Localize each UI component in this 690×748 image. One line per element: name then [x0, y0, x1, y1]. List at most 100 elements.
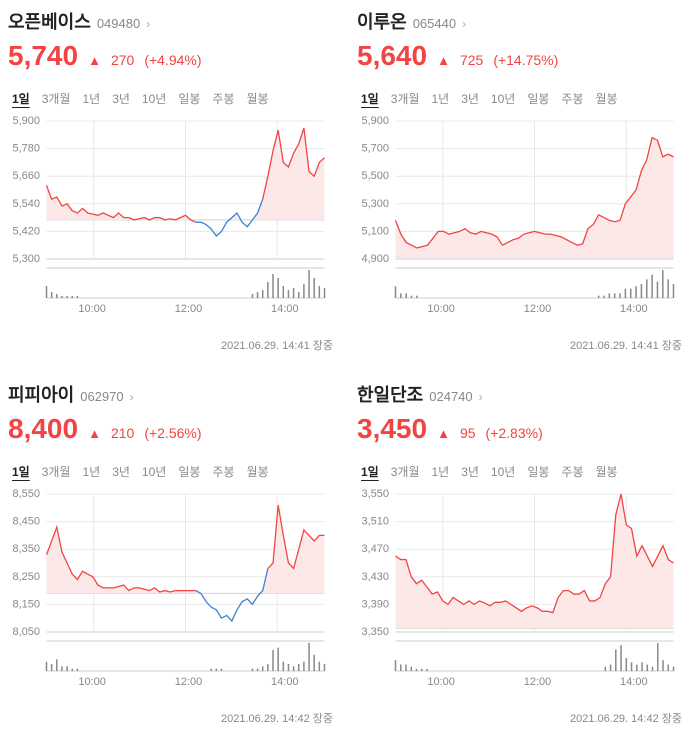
stock-header[interactable]: 이루온 065440 › — [357, 8, 682, 34]
period-tab[interactable]: 1일 — [361, 463, 379, 480]
period-tab[interactable]: 월봉 — [596, 90, 618, 107]
up-arrow-icon: ▲ — [88, 53, 101, 68]
volume-chart — [8, 640, 333, 672]
period-tab[interactable]: 1일 — [12, 463, 30, 480]
period-tab[interactable]: 10년 — [142, 90, 166, 107]
volume-chart — [357, 640, 682, 672]
svg-text:8,450: 8,450 — [13, 516, 41, 528]
chevron-right-icon: › — [479, 390, 483, 404]
price-chart: 5,9005,7805,6605,5405,4205,300 — [8, 115, 333, 265]
period-tabs: 1일 3개월 1년 3년 10년 일봉 주봉 월봉 — [357, 90, 682, 107]
period-tab[interactable]: 10년 — [142, 463, 166, 480]
price-chart: 5,9005,7005,5005,3005,1004,900 — [357, 115, 682, 265]
svg-text:5,780: 5,780 — [13, 143, 41, 155]
svg-text:3,550: 3,550 — [362, 488, 390, 500]
price-row: 8,400▲210(+2.56%) — [8, 413, 333, 445]
price-row: 5,740 ▲ 270 (+4.94%) — [8, 40, 333, 72]
period-tab[interactable]: 1년 — [431, 463, 449, 480]
period-tab[interactable]: 3년 — [112, 90, 130, 107]
period-tab[interactable]: 1일 — [361, 90, 379, 107]
svg-text:5,300: 5,300 — [362, 198, 390, 210]
svg-text:5,500: 5,500 — [362, 170, 390, 182]
x-tick-label: 10:00 — [78, 676, 106, 688]
svg-text:3,430: 3,430 — [362, 571, 390, 583]
period-tab[interactable]: 1년 — [82, 463, 100, 480]
chart-timestamp: 2021.06.29. 14:42 장중 — [357, 710, 682, 726]
svg-text:5,300: 5,300 — [13, 253, 41, 265]
x-axis-labels: 10:0012:0014:00 — [8, 676, 333, 688]
price-change: 95 — [460, 425, 476, 441]
stock-card: 피피아이062970›8,400▲210(+2.56%)1일3개월1년3년10년… — [8, 381, 333, 726]
stock-code: 065440 — [413, 16, 456, 31]
x-tick-label: 14:00 — [271, 303, 299, 315]
price-change: 210 — [111, 425, 134, 441]
svg-text:5,700: 5,700 — [362, 143, 390, 155]
period-tab[interactable]: 1년 — [82, 90, 100, 107]
x-tick-label: 14:00 — [620, 303, 648, 315]
period-tabs: 1일 3개월 1년 3년 10년 일봉 주봉 월봉 — [8, 90, 333, 107]
period-tab[interactable]: 주봉 — [561, 90, 583, 107]
price-change: 270 — [111, 52, 134, 68]
period-tab[interactable]: 3년 — [461, 463, 479, 480]
period-tab[interactable]: 주봉 — [212, 90, 234, 107]
svg-text:5,900: 5,900 — [13, 115, 41, 127]
stock-name: 오픈베이스 — [8, 8, 91, 34]
period-tab[interactable]: 3년 — [112, 463, 130, 480]
svg-text:5,100: 5,100 — [362, 225, 390, 237]
period-tab[interactable]: 일봉 — [527, 90, 549, 107]
period-tab[interactable]: 3개월 — [391, 90, 420, 107]
stock-header[interactable]: 오픈베이스049480› — [8, 8, 333, 34]
period-tab[interactable]: 주봉 — [561, 463, 583, 480]
period-tab[interactable]: 3개월 — [42, 463, 71, 480]
period-tab[interactable]: 10년 — [491, 90, 515, 107]
svg-text:5,420: 5,420 — [13, 225, 41, 237]
chevron-right-icon: › — [462, 17, 466, 31]
stock-name: 이루온 — [357, 8, 407, 34]
period-tab[interactable]: 3개월 — [42, 90, 71, 107]
period-tab[interactable]: 일봉 — [178, 463, 200, 480]
period-tabs: 1일 3개월 1년 3년 10년 일봉 주봉 월봉 — [357, 463, 682, 480]
x-tick-label: 10:00 — [78, 303, 106, 315]
stock-code: 062970 — [80, 389, 123, 404]
stock-header[interactable]: 한일단조024740› — [357, 381, 682, 407]
period-tab[interactable]: 월봉 — [247, 90, 269, 107]
x-axis-labels: 10:0012:0014:00 — [8, 303, 333, 315]
stock-header[interactable]: 피피아이062970› — [8, 381, 333, 407]
period-tab[interactable]: 일봉 — [527, 463, 549, 480]
current-price: 3,450 — [357, 413, 427, 445]
x-axis-labels: 10:0012:0014:00 — [357, 676, 682, 688]
price-change-pct: (+4.94%) — [144, 52, 201, 68]
period-tab[interactable]: 일봉 — [178, 90, 200, 107]
volume-chart — [357, 267, 682, 299]
price-change: 725 — [460, 52, 483, 68]
stock-name: 한일단조 — [357, 381, 423, 407]
x-tick-label: 14:00 — [271, 676, 299, 688]
period-tabs: 1일 3개월 1년 3년 10년 일봉 주봉 월봉 — [8, 463, 333, 480]
period-tab[interactable]: 10년 — [491, 463, 515, 480]
volume-chart — [8, 267, 333, 299]
svg-text:8,350: 8,350 — [13, 543, 41, 555]
stock-card: 한일단조024740›3,450▲95(+2.83%)1일3개월1년3년10년일… — [357, 381, 682, 726]
up-arrow-icon: ▲ — [88, 426, 101, 441]
x-tick-label: 12:00 — [524, 303, 552, 315]
svg-text:5,900: 5,900 — [362, 115, 390, 127]
svg-text:3,470: 3,470 — [362, 543, 390, 555]
period-tab[interactable]: 1년 — [431, 90, 449, 107]
period-tab[interactable]: 주봉 — [212, 463, 234, 480]
period-tab[interactable]: 3년 — [461, 90, 479, 107]
x-tick-label: 12:00 — [524, 676, 552, 688]
stock-card: 오픈베이스049480› 5,740 ▲ 270 (+4.94%) 1일 3개월 1년 3년 10… — [8, 8, 333, 353]
svg-text:3,390: 3,390 — [362, 598, 390, 610]
chevron-right-icon: › — [146, 17, 150, 31]
period-tab[interactable]: 3개월 — [391, 463, 420, 480]
price-row: 3,450▲95(+2.83%) — [357, 413, 682, 445]
x-axis-labels: 10:0012:0014:00 — [357, 303, 682, 315]
period-tab[interactable]: 월봉 — [596, 463, 618, 480]
period-tab[interactable]: 1일 — [12, 90, 30, 107]
x-tick-label: 10:00 — [427, 676, 455, 688]
current-price: 5,740 — [8, 40, 78, 72]
price-change-pct: (+14.75%) — [493, 52, 558, 68]
up-arrow-icon: ▲ — [437, 426, 450, 441]
chart-timestamp: 2021.06.29. 14:41 장중 — [8, 337, 333, 353]
period-tab[interactable]: 월봉 — [247, 463, 269, 480]
